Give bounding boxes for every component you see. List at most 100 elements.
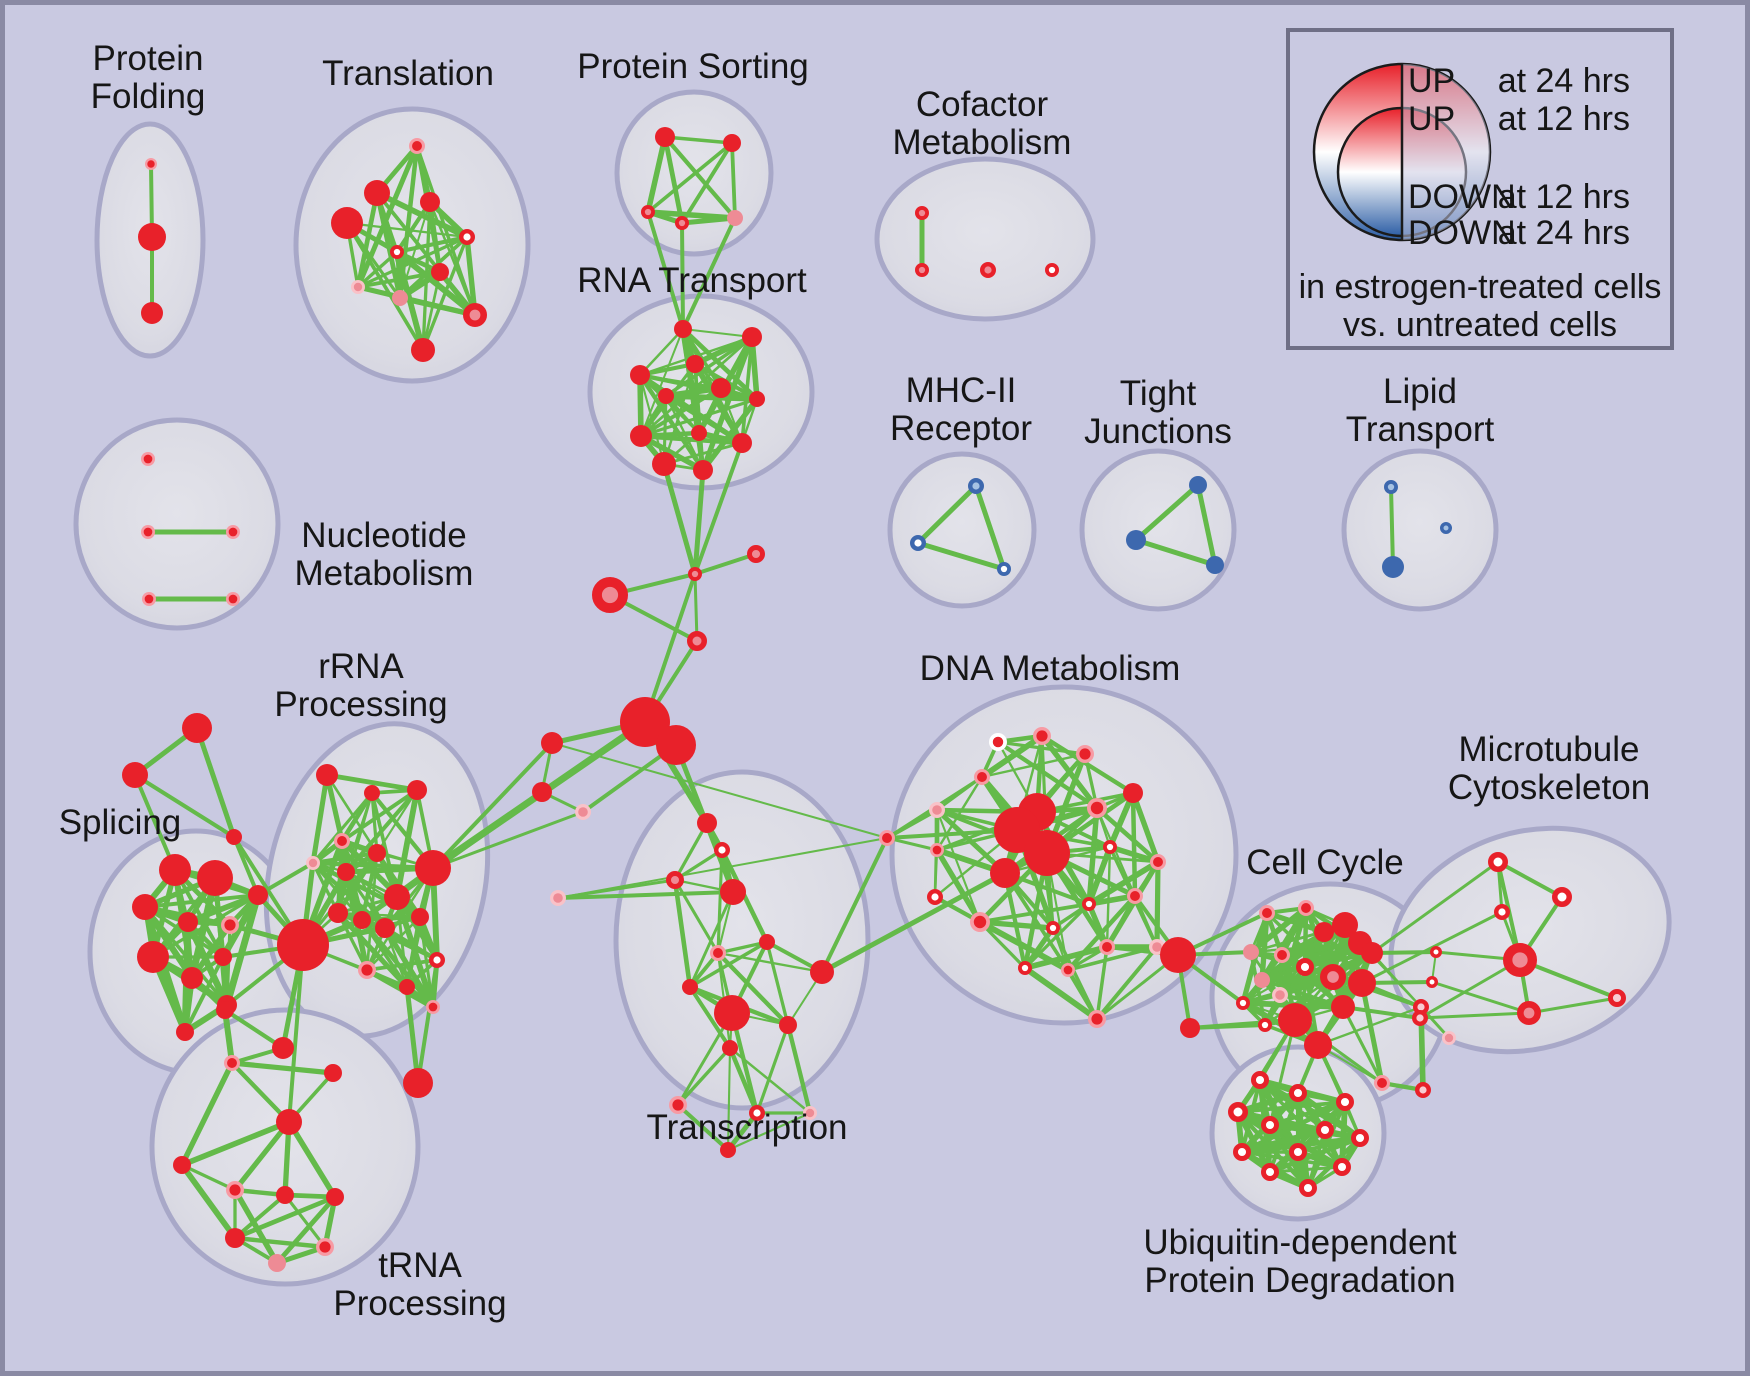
edge-protein-sorting — [679, 215, 738, 226]
node-connectors — [553, 893, 563, 903]
node-connectors — [687, 566, 702, 581]
edge-transcription — [673, 821, 709, 882]
edge-trna-processing — [286, 1119, 338, 1200]
node-connectors — [1160, 937, 1196, 973]
edge-translation — [397, 295, 478, 318]
node-connectors — [541, 732, 563, 754]
edge-tight-junctions — [1133, 537, 1218, 568]
cluster-label-translation: Translation — [322, 54, 494, 93]
node-microtubule-cytoskeleton — [1444, 1033, 1454, 1043]
edge-bridge — [287, 943, 305, 1124]
edge-transcription — [672, 877, 693, 990]
node-dna-metabolism — [977, 772, 987, 782]
node-rna-transport — [691, 425, 707, 441]
node-nucleotide-metabolism — [228, 527, 238, 537]
node-cofactor-metabolism — [914, 206, 929, 221]
node-cell-cycle — [1254, 972, 1270, 988]
edge-transcription — [688, 985, 732, 1050]
edge-rna-transport — [637, 372, 706, 473]
node-rna-transport — [742, 327, 762, 347]
edge-transcription — [728, 1046, 812, 1115]
edge-rrna-processing — [365, 915, 422, 972]
cluster-label-splicing: Splicing — [59, 803, 182, 842]
edge-cell-cycle — [1359, 980, 1385, 1086]
cluster-ellipse-mhc-ii-receptor — [887, 451, 1037, 609]
legend-direction-label: DOWN — [1408, 178, 1516, 216]
edge-bridge — [1370, 860, 1500, 955]
cluster-label-microtubule-cytoskeleton: Microtubule — [1459, 730, 1640, 769]
legend-fade-half — [1402, 64, 1490, 240]
node-transcription — [779, 1016, 797, 1034]
node-translation — [331, 207, 363, 239]
edge-bridge — [692, 467, 706, 577]
node-rrna-processing — [375, 918, 395, 938]
node-transcription — [713, 948, 723, 958]
edge-transcription — [715, 950, 791, 1028]
legend-direction-label: DOWN — [1408, 214, 1516, 252]
node-rrna-processing — [428, 1002, 438, 1012]
node-dna-metabolism — [1153, 857, 1163, 867]
edge-transcription — [688, 890, 735, 989]
cluster-ellipse-lipid-transport — [1341, 448, 1499, 612]
node-dna-metabolism — [992, 736, 1004, 748]
node-transcription — [714, 995, 750, 1031]
node-dna-metabolism — [1152, 942, 1162, 952]
edge-rna-transport — [664, 394, 701, 435]
node-splicing — [224, 919, 236, 931]
edge-transcription — [676, 1046, 732, 1107]
node-translation — [431, 263, 449, 281]
edge-ubiquitin-degradation — [1236, 1100, 1347, 1114]
node-trna-processing — [227, 1058, 237, 1068]
edge-rna-transport — [638, 327, 685, 377]
edge-translation — [428, 200, 477, 317]
edge-mhc-ii-receptor — [973, 483, 1007, 572]
node-cell-cycle — [1414, 1081, 1431, 1098]
edge-trna-processing — [179, 1060, 235, 1168]
edge-rna-transport — [681, 327, 754, 339]
node-transcription — [672, 1099, 684, 1111]
node-ubiquitin-degradation — [1260, 1115, 1279, 1134]
node-microtubule-cytoskeleton — [1552, 887, 1572, 907]
node-splicing — [214, 948, 232, 966]
edge-ubiquitin-degradation — [1240, 1150, 1344, 1169]
node-dna-metabolism — [1079, 748, 1091, 760]
cluster-label-protein-sorting: Protein Sorting — [577, 47, 809, 86]
edge-rrna-processing — [359, 914, 423, 923]
edge-bridge — [416, 958, 439, 1085]
node-ubiquitin-degradation — [1288, 1083, 1307, 1102]
node-transcription — [714, 842, 731, 859]
edge-translation — [421, 270, 442, 352]
cluster-label-transcription: Transcription — [647, 1108, 848, 1147]
legend-box — [1286, 28, 1674, 350]
node-dna-metabolism — [1024, 830, 1070, 876]
edge-translation — [415, 144, 477, 317]
edge-transcription — [765, 940, 790, 1027]
cluster-label-trna-processing: Processing — [333, 1284, 506, 1323]
node-dna-metabolism — [973, 915, 987, 929]
edge-dna-metabolism — [1095, 945, 1109, 1021]
node-trna-processing — [216, 1001, 234, 1019]
edge-transcription — [726, 1111, 812, 1152]
cluster-label-protein-folding: Folding — [91, 77, 206, 116]
cluster-label-rrna-processing: Processing — [274, 685, 447, 724]
node-dna-metabolism — [1091, 1013, 1103, 1025]
edge-connectors — [643, 572, 697, 724]
edge-splicing — [151, 893, 260, 959]
node-cell-cycle — [1348, 969, 1376, 997]
node-trna-processing — [225, 1228, 245, 1248]
cluster-label-mhc-ii-receptor: MHC-II — [906, 371, 1017, 410]
node-nucleotide-metabolism — [143, 454, 153, 464]
node-rna-transport — [674, 320, 692, 338]
node-rna-transport — [711, 378, 731, 398]
node-connectors — [532, 782, 552, 802]
edge-rna-transport — [749, 334, 760, 402]
node-microtubule-cytoskeleton — [1411, 1010, 1428, 1027]
edge-bridge — [885, 836, 939, 852]
edge-rrna-processing — [325, 773, 379, 855]
edge-splicing — [184, 918, 231, 1009]
node-rna-transport — [749, 391, 765, 407]
